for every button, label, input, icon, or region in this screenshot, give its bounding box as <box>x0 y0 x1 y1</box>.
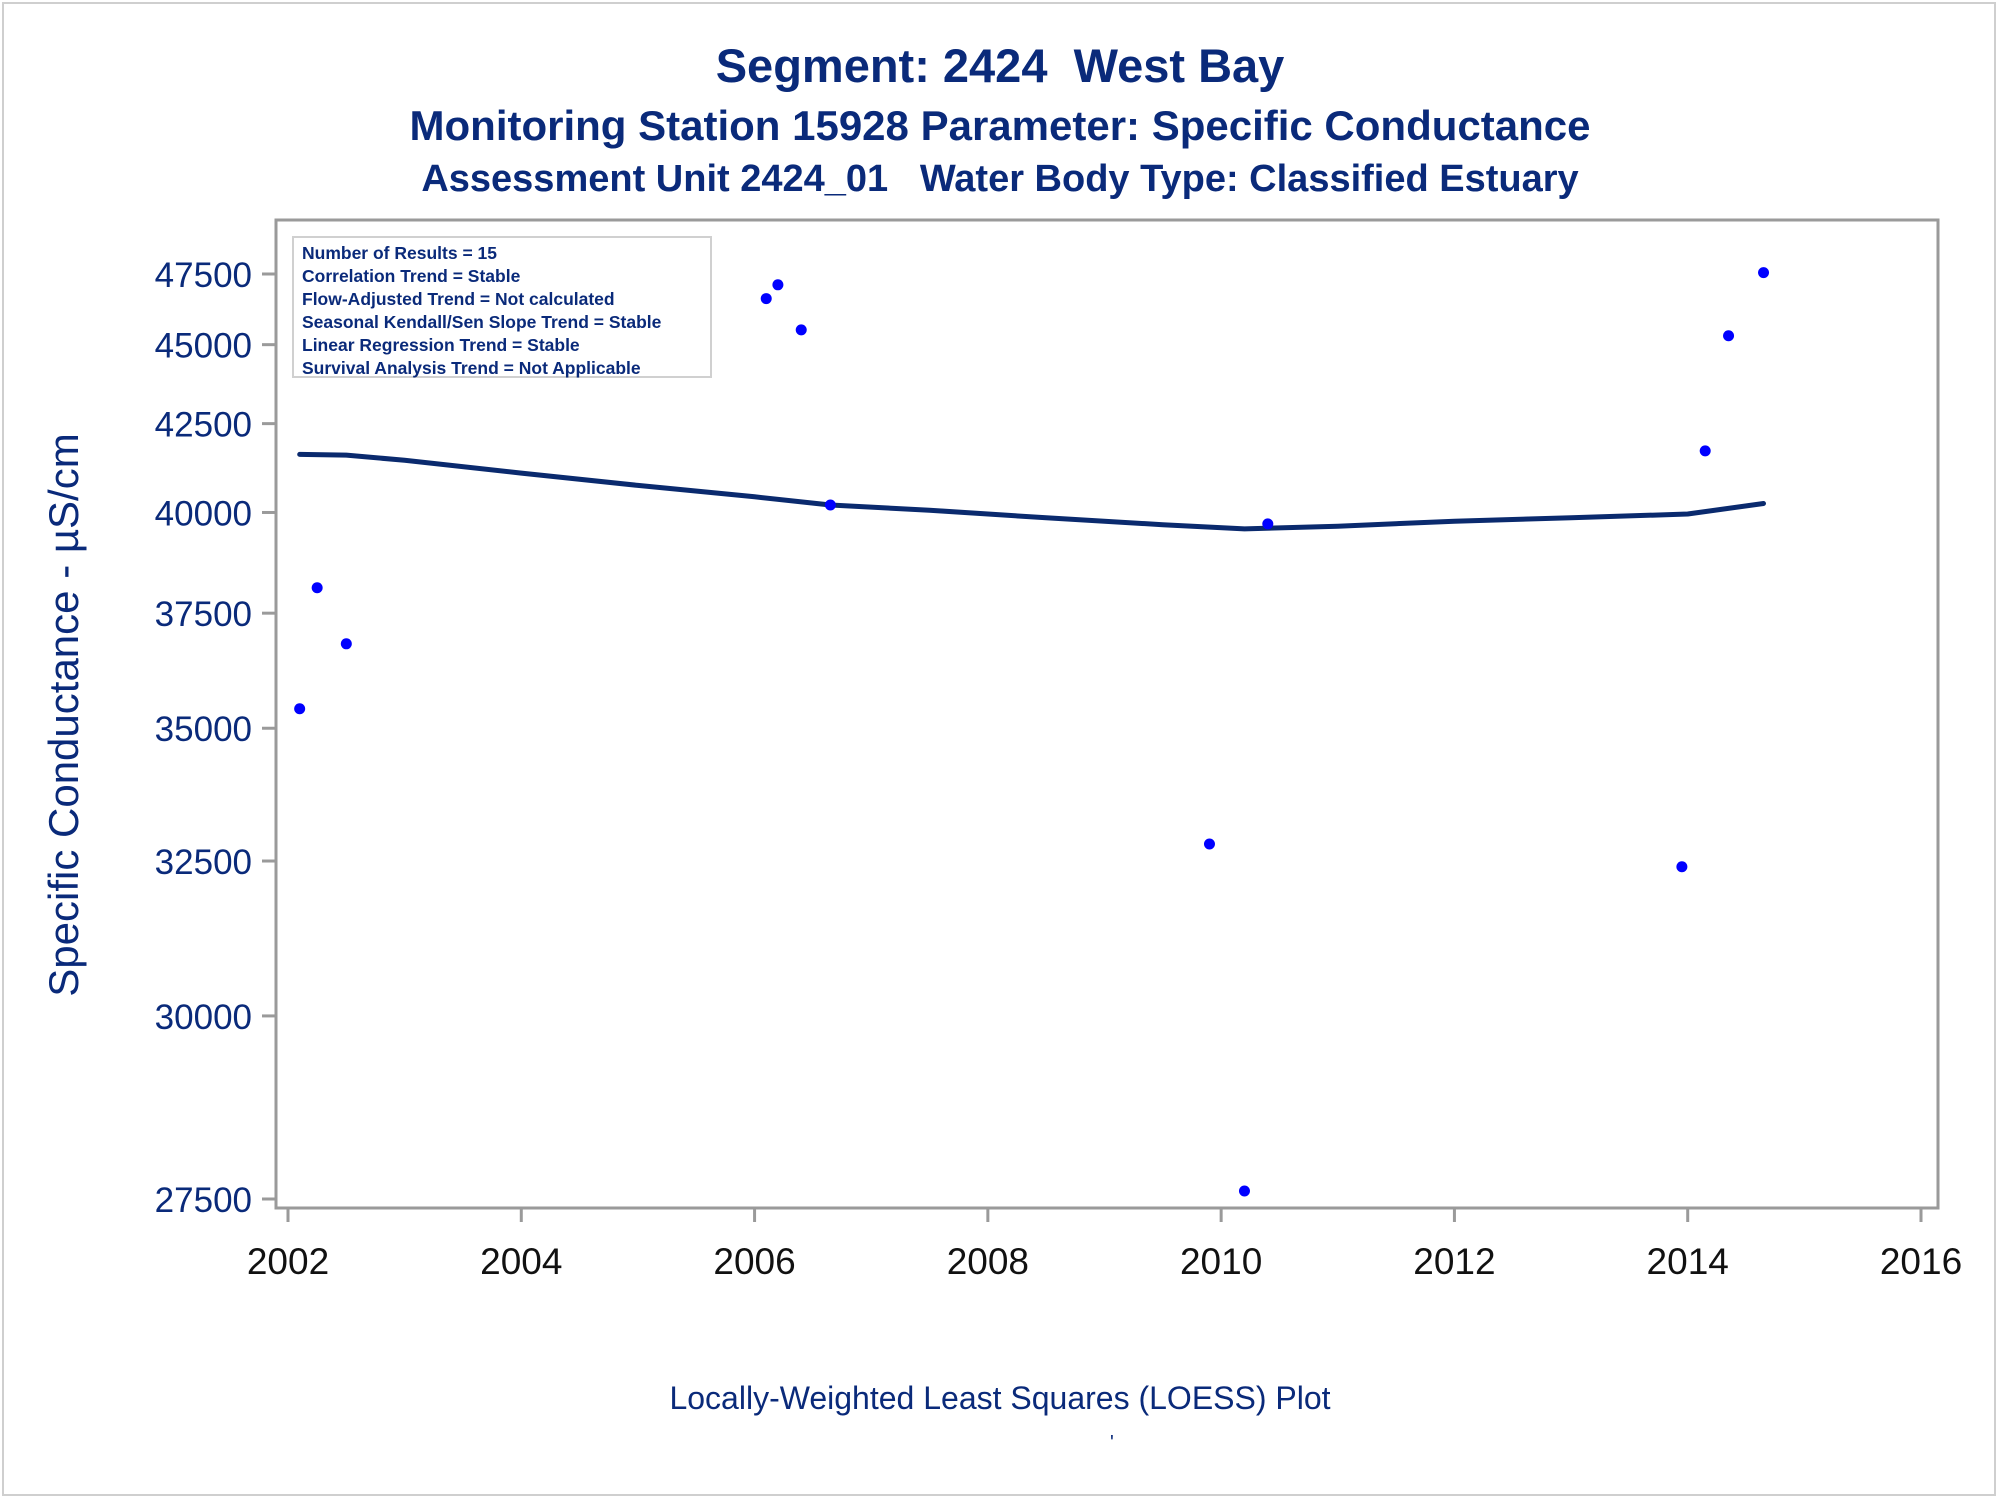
data-point <box>340 638 352 650</box>
data-point <box>1699 445 1711 457</box>
x-tick-label: 2016 <box>1880 1241 1962 1282</box>
y-tick-label: 47500 <box>155 256 252 295</box>
data-points <box>294 244 1770 1197</box>
loess-line <box>297 451 1766 532</box>
stats-line-correlation: Correlation Trend = Stable <box>302 266 521 286</box>
x-tick-label: 2008 <box>947 1241 1029 1282</box>
y-tick-label: 32500 <box>155 843 252 882</box>
data-point <box>311 582 323 594</box>
stats-line-flow-adjusted: Flow-Adjusted Trend = Not calculated <box>302 289 615 309</box>
x-axis: 2002 2004 2006 2008 2010 2012 2014 2016 <box>247 1208 1962 1282</box>
stats-line-seasonal-kendall: Seasonal Kendall/Sen Slope Trend = Stabl… <box>302 312 662 332</box>
data-point <box>1262 518 1274 530</box>
y-tick-label: 37500 <box>155 595 252 634</box>
x-tick-label: 2006 <box>713 1241 795 1282</box>
plot-caption: Locally-Weighted Least Squares (LOESS) P… <box>669 1380 1331 1416</box>
data-point <box>1676 861 1688 873</box>
data-point <box>772 279 784 291</box>
data-point <box>795 324 807 336</box>
data-point <box>824 499 836 511</box>
y-tick-label: 35000 <box>155 710 252 749</box>
footer-mark: ' <box>1110 1432 1114 1454</box>
x-tick-label: 2010 <box>1180 1241 1262 1282</box>
y-axis-label: Specific Conductance - µS/cm <box>40 433 87 996</box>
y-axis: 27500 30000 32500 35000 37500 40000 42500 45000… <box>155 256 276 1220</box>
data-point <box>1723 330 1735 342</box>
y-tick-label: 30000 <box>155 998 252 1037</box>
stats-line-linear-regression: Linear Regression Trend = Stable <box>302 335 580 355</box>
y-tick-label: 40000 <box>155 494 252 533</box>
data-point <box>760 293 772 305</box>
x-tick-label: 2004 <box>480 1241 562 1282</box>
chart-subtitle-station: Monitoring Station 15928 Parameter: Spec… <box>409 102 1591 149</box>
data-point <box>1203 838 1215 850</box>
stats-line-count: Number of Results = 15 <box>302 243 497 263</box>
data-point <box>1758 267 1770 279</box>
x-tick-label: 2002 <box>247 1241 329 1282</box>
x-tick-label: 2012 <box>1413 1241 1495 1282</box>
y-tick-label: 42500 <box>155 406 252 445</box>
chart-subtitle-assessment: Assessment Unit 2424_01 Water Body Type:… <box>421 158 1579 200</box>
chart-title: Segment: 2424 West Bay <box>715 39 1285 92</box>
plot-area <box>274 218 1940 1210</box>
stats-line-survival: Survival Analysis Trend = Not Applicable <box>302 358 641 378</box>
data-point <box>1238 1185 1250 1197</box>
x-tick-label: 2014 <box>1647 1241 1729 1282</box>
stats-legend: Number of Results = 15 Correlation Trend… <box>292 236 712 378</box>
data-point <box>294 703 306 715</box>
y-tick-label: 45000 <box>155 327 252 366</box>
y-tick-label: 27500 <box>155 1181 252 1220</box>
